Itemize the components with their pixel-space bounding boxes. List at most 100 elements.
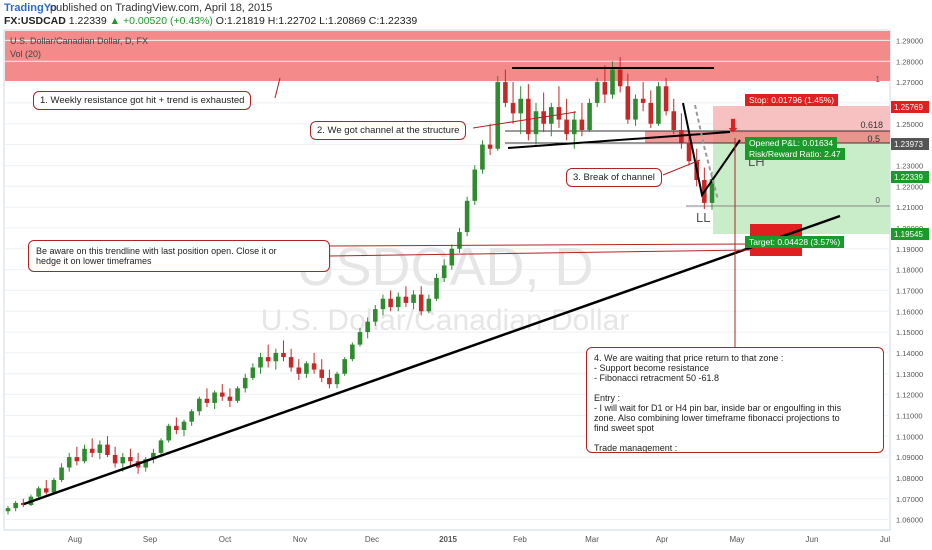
candle-bull	[357, 332, 363, 345]
candle-bear	[418, 294, 424, 312]
entry-price-tag	[891, 138, 929, 150]
fib-1-label: 1	[876, 75, 881, 84]
candle-bull	[66, 457, 72, 468]
x-tick-label: Mar	[585, 535, 599, 544]
x-tick-label: Apr	[656, 535, 669, 544]
y-tick-label: 1.23000	[896, 161, 923, 170]
weekly-resistance-zone	[5, 31, 890, 81]
y-tick-label: 1.18000	[896, 266, 923, 275]
candle-bear	[21, 502, 26, 505]
candle-bear	[204, 398, 210, 403]
target-price-tag	[891, 228, 929, 240]
x-tick-label: Feb	[513, 535, 527, 544]
candle-bull	[258, 357, 263, 368]
dashed-path	[694, 104, 719, 201]
x-tick-label: Nov	[293, 535, 307, 544]
x-tick-label: May	[729, 535, 744, 544]
candle-bear	[663, 86, 669, 112]
note-weekly-resistance[interactable]: 1. Weekly resistance got hit + trend is …	[33, 91, 252, 110]
candle-bear	[296, 367, 302, 374]
x-tick-label: Sep	[143, 535, 158, 544]
chart-header: TradingYo published on TradingView.com, …	[0, 0, 932, 30]
last-price-text: 1.22339	[894, 173, 923, 182]
note2-connector	[472, 111, 577, 129]
candle-bear	[526, 98, 531, 135]
candle-bear	[74, 457, 80, 462]
candle-bull	[656, 86, 661, 124]
open-value: O:1.21819	[215, 15, 265, 27]
candle-bear	[319, 369, 325, 378]
y-tick-label: 1.16000	[896, 307, 923, 316]
y-tick-label: 1.12000	[896, 391, 923, 400]
candle-bear	[671, 111, 677, 130]
candle-bear	[105, 444, 110, 455]
fib-618-label: 0.618	[860, 120, 883, 130]
y-tick-label: 1.17000	[896, 286, 923, 295]
time-axis[interactable]: Aug Sep Oct Nov Dec 2015 Feb Mar Apr May Jun Jul	[68, 535, 890, 544]
y-tick-label: 1.19000	[896, 245, 923, 254]
note-channel[interactable]: 2. We got channel at the structure	[310, 121, 467, 140]
candles	[5, 57, 715, 515]
note-break[interactable]: 3. Break of channel	[566, 168, 662, 187]
note5-connector	[329, 243, 751, 247]
last-price-tag	[891, 171, 929, 183]
y-tick-label: 1.06000	[896, 516, 923, 525]
y-tick-label: 1.27000	[896, 78, 923, 87]
candle-bull	[518, 98, 523, 114]
sell-arrow-icon: ⬇	[725, 116, 740, 136]
candle-bull	[457, 232, 462, 249]
candle-bull	[365, 321, 370, 333]
stop-price-text: 1.25769	[894, 103, 923, 112]
candle-bear	[112, 455, 118, 464]
candle-bull	[571, 119, 577, 135]
candle-bear	[43, 488, 49, 493]
candle-bull	[334, 373, 340, 385]
stop-tag: Stop: 0.01796 (1.45%)	[745, 94, 839, 106]
x-tick-label: Dec	[365, 535, 379, 544]
note5-connector-b	[329, 249, 751, 257]
stop-zone	[713, 106, 890, 134]
watermark-name: U.S. Dollar/Canadian Dollar	[261, 304, 630, 337]
note3-connector	[662, 159, 701, 176]
candle-bear	[281, 352, 286, 358]
y-tick-label: 1.13000	[896, 370, 923, 379]
candle-bear	[327, 377, 332, 385]
candle-bear	[648, 102, 654, 124]
note-trade-plan[interactable]: 4. We are waiting that price return to t…	[586, 347, 884, 453]
y-tick-label: 1.21000	[896, 203, 923, 212]
candle-bear	[403, 296, 409, 303]
candle-bull	[212, 392, 217, 403]
candle-bull	[151, 452, 156, 460]
candle-bull	[426, 298, 432, 312]
ll-label: LL	[696, 210, 710, 225]
opened-pnl-tag: Opened P&L: 0.01634	[745, 137, 838, 149]
candle-bear	[174, 425, 179, 430]
candle-bull	[304, 363, 309, 374]
candle-bear	[564, 119, 569, 135]
candle-bear	[388, 298, 393, 308]
candle-bear	[503, 82, 508, 103]
candle-bull	[495, 82, 501, 149]
candle-bull	[610, 69, 615, 95]
candle-bull	[373, 309, 378, 322]
candle-bear	[640, 98, 646, 103]
y-tick-label: 1.11000	[896, 411, 923, 420]
legend: U.S. Dollar/Canadian Dollar, D, FX Vol (…	[10, 36, 148, 59]
close-value: C:1.22339	[368, 15, 418, 27]
candle-bull	[342, 359, 347, 374]
candle-bear	[265, 357, 271, 362]
candle-bull	[350, 344, 355, 360]
risk-reward-tag: Risk/Reward Ratio: 2.47	[745, 148, 845, 160]
candle-bear	[219, 392, 225, 397]
candle-bull	[441, 265, 447, 278]
candle-bull	[633, 98, 638, 120]
publisher-name[interactable]: TradingYo	[4, 2, 57, 14]
candle-bear	[686, 142, 692, 162]
candle-bull	[594, 82, 600, 103]
candle-bull	[158, 440, 164, 453]
candle-bear	[579, 119, 585, 130]
symbol[interactable]: FX:USDCAD	[4, 15, 66, 27]
note-trendline-warning[interactable]: Be aware on this trendline with last pos…	[28, 240, 330, 272]
x-tick-label: 2015	[439, 535, 457, 544]
